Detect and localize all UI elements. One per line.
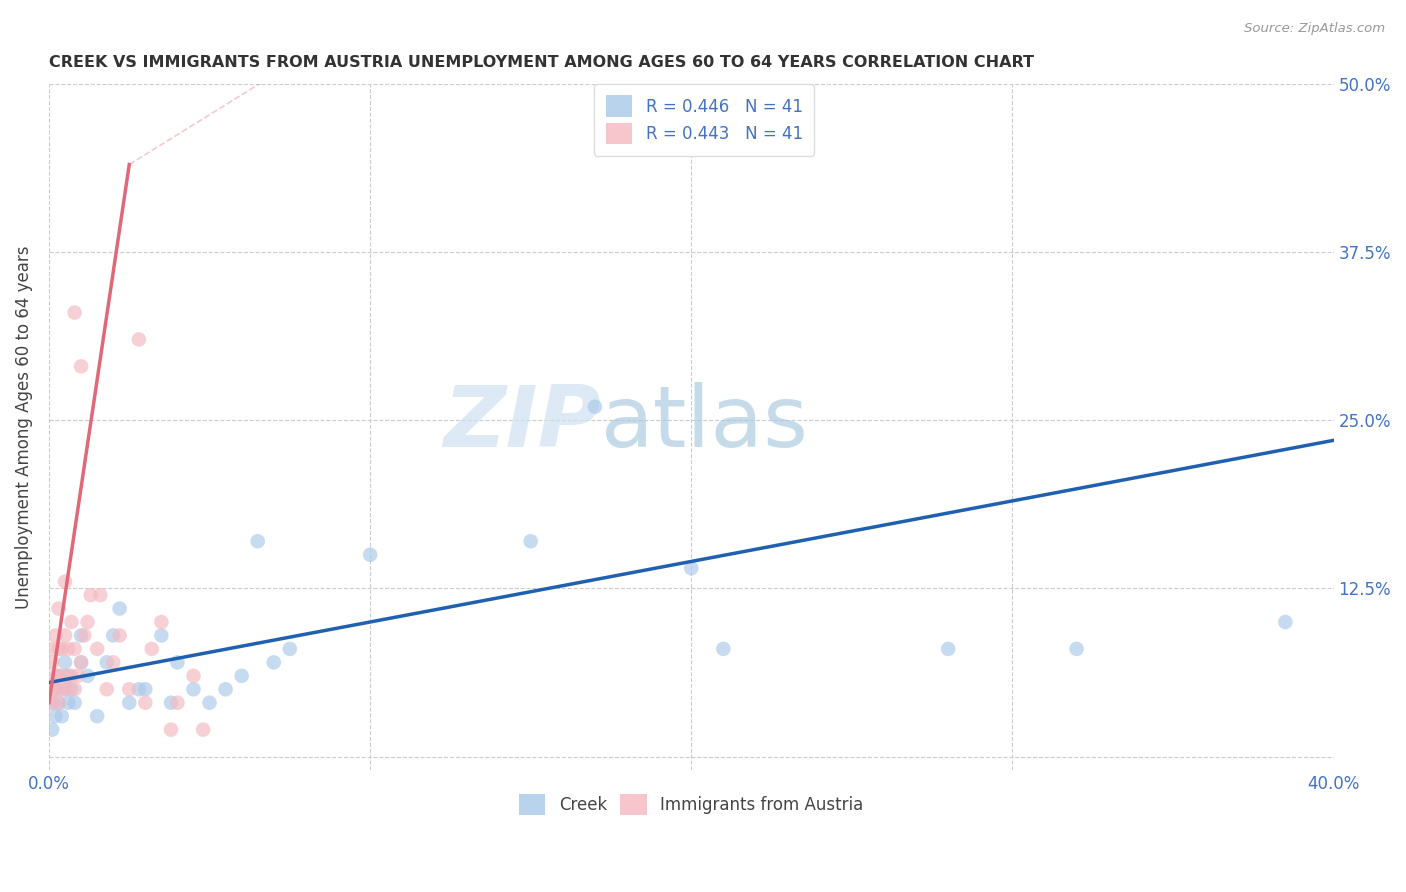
- Point: [191, 723, 214, 737]
- Point: [198, 696, 221, 710]
- Point: [76, 669, 98, 683]
- Point: [359, 548, 381, 562]
- Point: [519, 534, 541, 549]
- Point: [166, 656, 188, 670]
- Point: [58, 696, 80, 710]
- Point: [128, 682, 150, 697]
- Point: [48, 669, 70, 683]
- Point: [58, 669, 80, 683]
- Point: [150, 615, 173, 629]
- Point: [44, 628, 66, 642]
- Point: [86, 641, 108, 656]
- Point: [118, 696, 141, 710]
- Point: [1274, 615, 1296, 629]
- Point: [63, 305, 86, 319]
- Point: [41, 723, 63, 737]
- Point: [53, 628, 76, 642]
- Point: [70, 628, 93, 642]
- Point: [583, 400, 606, 414]
- Point: [63, 641, 86, 656]
- Point: [103, 628, 125, 642]
- Point: [231, 669, 253, 683]
- Point: [96, 656, 118, 670]
- Point: [70, 656, 93, 670]
- Point: [141, 641, 163, 656]
- Point: [44, 682, 66, 697]
- Point: [183, 682, 205, 697]
- Point: [134, 696, 156, 710]
- Point: [44, 669, 66, 683]
- Point: [41, 696, 63, 710]
- Point: [48, 601, 70, 615]
- Point: [70, 359, 93, 374]
- Point: [66, 669, 89, 683]
- Point: [134, 682, 156, 697]
- Point: [41, 656, 63, 670]
- Point: [278, 641, 301, 656]
- Point: [103, 656, 125, 670]
- Point: [58, 641, 80, 656]
- Point: [76, 615, 98, 629]
- Point: [96, 682, 118, 697]
- Point: [48, 669, 70, 683]
- Point: [63, 682, 86, 697]
- Point: [60, 682, 83, 697]
- Point: [183, 669, 205, 683]
- Point: [108, 628, 131, 642]
- Point: [166, 696, 188, 710]
- Point: [73, 628, 96, 642]
- Point: [53, 669, 76, 683]
- Point: [48, 696, 70, 710]
- Point: [60, 615, 83, 629]
- Point: [150, 628, 173, 642]
- Point: [214, 682, 236, 697]
- Point: [711, 641, 734, 656]
- Point: [89, 588, 111, 602]
- Point: [80, 588, 103, 602]
- Point: [41, 696, 63, 710]
- Point: [48, 696, 70, 710]
- Legend: Creek, Immigrants from Austria: Creek, Immigrants from Austria: [510, 785, 872, 823]
- Point: [58, 682, 80, 697]
- Point: [53, 682, 76, 697]
- Point: [681, 561, 703, 575]
- Point: [108, 601, 131, 615]
- Point: [246, 534, 269, 549]
- Text: atlas: atlas: [602, 382, 810, 465]
- Point: [118, 682, 141, 697]
- Point: [63, 696, 86, 710]
- Point: [70, 656, 93, 670]
- Point: [128, 333, 150, 347]
- Point: [44, 709, 66, 723]
- Point: [263, 656, 285, 670]
- Point: [41, 682, 63, 697]
- Point: [53, 656, 76, 670]
- Point: [48, 641, 70, 656]
- Point: [1066, 641, 1088, 656]
- Point: [41, 641, 63, 656]
- Text: ZIP: ZIP: [444, 382, 602, 465]
- Point: [51, 641, 73, 656]
- Point: [44, 682, 66, 697]
- Point: [60, 669, 83, 683]
- Point: [53, 574, 76, 589]
- Point: [160, 696, 183, 710]
- Text: CREEK VS IMMIGRANTS FROM AUSTRIA UNEMPLOYMENT AMONG AGES 60 TO 64 YEARS CORRELAT: CREEK VS IMMIGRANTS FROM AUSTRIA UNEMPLO…: [49, 55, 1033, 70]
- Point: [160, 723, 183, 737]
- Y-axis label: Unemployment Among Ages 60 to 64 years: Unemployment Among Ages 60 to 64 years: [15, 245, 32, 608]
- Point: [51, 709, 73, 723]
- Text: Source: ZipAtlas.com: Source: ZipAtlas.com: [1244, 22, 1385, 36]
- Point: [936, 641, 959, 656]
- Point: [51, 682, 73, 697]
- Point: [86, 709, 108, 723]
